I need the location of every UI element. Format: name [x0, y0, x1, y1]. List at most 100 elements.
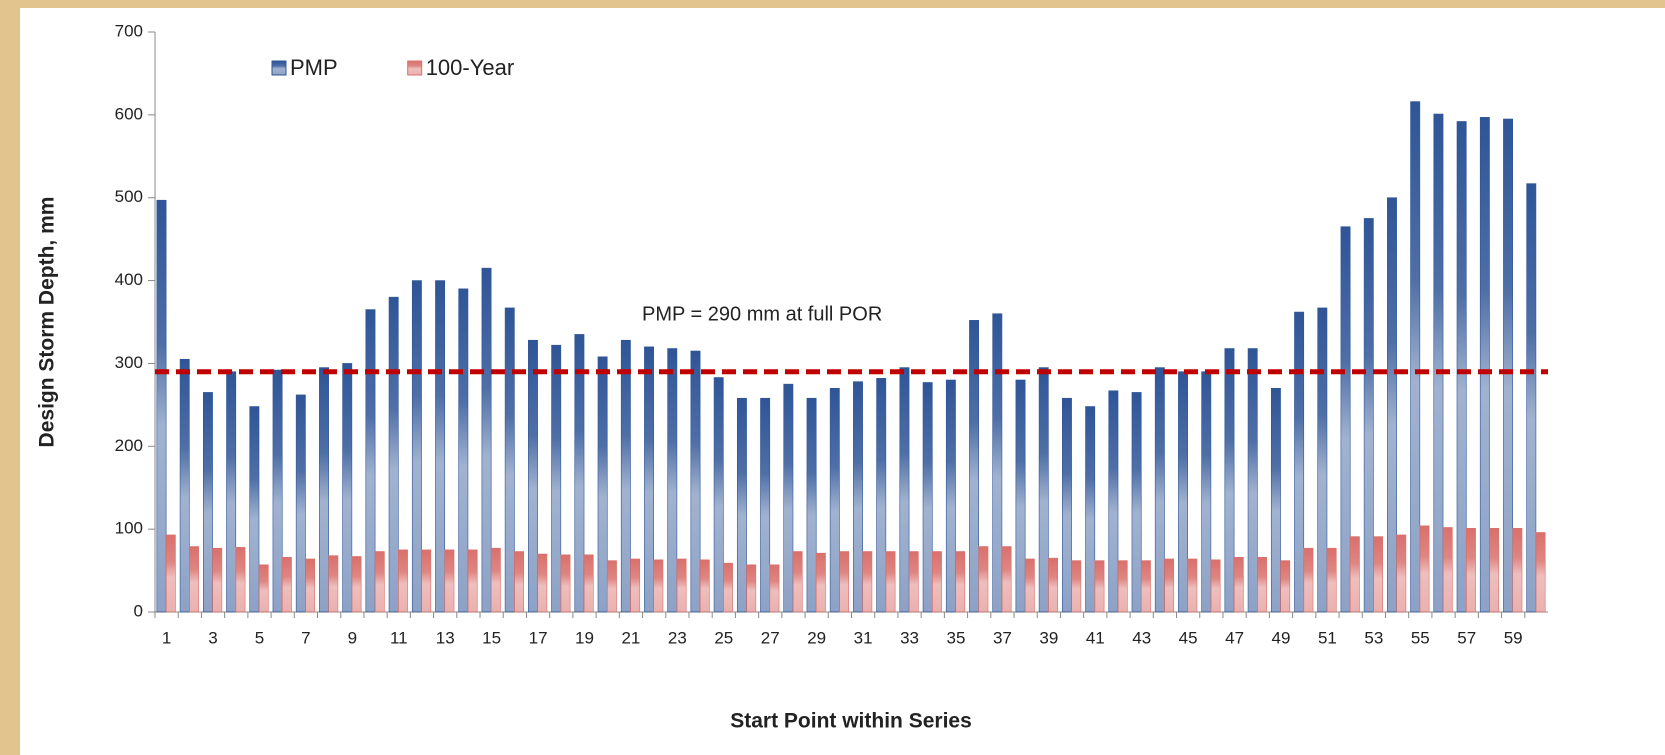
- bar: [481, 267, 492, 613]
- bar: [1071, 560, 1082, 613]
- bar: [1247, 348, 1258, 613]
- x-tick-label: 31: [854, 628, 873, 647]
- y-tick-label: 400: [115, 270, 143, 289]
- bar: [1326, 547, 1337, 613]
- y-tick-label: 500: [115, 187, 143, 206]
- bar: [537, 553, 548, 613]
- bar: [746, 564, 757, 613]
- bar: [713, 377, 724, 613]
- bar: [1062, 397, 1072, 613]
- bar: [1024, 558, 1035, 613]
- x-tick-label: 47: [1225, 628, 1244, 647]
- bar: [862, 551, 873, 613]
- x-tick-label: 35: [947, 628, 966, 647]
- x-tick-label: 17: [529, 628, 548, 647]
- bar: [514, 551, 524, 613]
- x-tick-label: 57: [1457, 628, 1476, 647]
- bar: [165, 534, 176, 613]
- bar: [551, 344, 562, 613]
- bar: [467, 549, 478, 613]
- legend-swatch: [407, 60, 423, 76]
- bar: [212, 547, 223, 613]
- y-tick-label: 300: [115, 353, 143, 372]
- bar: [1512, 528, 1523, 613]
- bar: [235, 547, 246, 613]
- bar: [908, 551, 919, 613]
- x-tick-label: 37: [993, 628, 1012, 647]
- y-tick-label: 600: [115, 104, 143, 123]
- x-tick-label: 29: [807, 628, 826, 647]
- y-tick-label: 100: [115, 519, 143, 538]
- x-tick-label: 33: [900, 628, 919, 647]
- x-tick-label: 3: [208, 628, 217, 647]
- bar: [328, 555, 339, 613]
- x-tick-label: 51: [1318, 628, 1337, 647]
- bar: [1349, 536, 1360, 613]
- bar: [258, 564, 269, 613]
- bar: [560, 554, 571, 613]
- bar: [1108, 390, 1119, 613]
- x-tick-label: 13: [436, 628, 455, 647]
- bar: [945, 379, 956, 613]
- bar: [1048, 557, 1058, 613]
- bar: [1117, 560, 1128, 613]
- bar: [351, 556, 362, 613]
- bar: [411, 280, 422, 613]
- bar: [574, 334, 585, 613]
- bar: [388, 296, 399, 613]
- bar: [1257, 557, 1267, 613]
- bar: [736, 397, 747, 613]
- bar: [597, 356, 608, 613]
- bar: [1387, 197, 1397, 613]
- bar: [1164, 558, 1175, 613]
- bar: [769, 564, 780, 613]
- bar: [1433, 113, 1444, 613]
- bar: [281, 557, 292, 613]
- x-tick-label: 59: [1504, 628, 1523, 647]
- bar: [365, 309, 376, 613]
- bar: [806, 397, 817, 613]
- bar: [620, 339, 631, 613]
- bar: [583, 554, 594, 613]
- bar: [398, 549, 408, 613]
- x-tick-label: 9: [348, 628, 357, 647]
- bar: [899, 367, 910, 613]
- bar: [249, 406, 260, 613]
- bar: [1233, 557, 1244, 613]
- bar: [528, 339, 538, 613]
- bar: [1419, 525, 1430, 613]
- bar: [1317, 307, 1328, 613]
- x-tick-label: 41: [1086, 628, 1105, 647]
- bar: [202, 392, 213, 613]
- x-tick-label: 19: [575, 628, 594, 647]
- x-tick-label: 11: [390, 628, 408, 647]
- bar: [829, 387, 840, 613]
- x-tick-label: 21: [621, 628, 640, 647]
- x-tick-label: 15: [482, 628, 501, 647]
- bar: [723, 562, 733, 613]
- bar: [783, 383, 794, 613]
- bar: [1280, 560, 1291, 613]
- y-tick-label: 700: [115, 21, 143, 40]
- bar: [644, 346, 654, 613]
- bar: [978, 546, 989, 613]
- bar: [1178, 371, 1188, 613]
- bar: [342, 363, 353, 613]
- bar: [690, 350, 701, 613]
- bar: [1340, 226, 1351, 613]
- bar: [1294, 311, 1305, 613]
- x-tick-label: 43: [1132, 628, 1151, 647]
- x-tick-label: 5: [255, 628, 264, 647]
- bar: [305, 558, 316, 613]
- bar: [1094, 560, 1105, 613]
- x-tick-label: 7: [301, 628, 310, 647]
- x-tick-label: 45: [1179, 628, 1198, 647]
- bar: [1442, 527, 1453, 613]
- x-tick-label: 27: [761, 628, 780, 647]
- bar: [1085, 406, 1096, 613]
- bar: [653, 559, 664, 613]
- bar: [1001, 546, 1012, 613]
- bar: [1479, 117, 1490, 613]
- bar: [435, 280, 446, 613]
